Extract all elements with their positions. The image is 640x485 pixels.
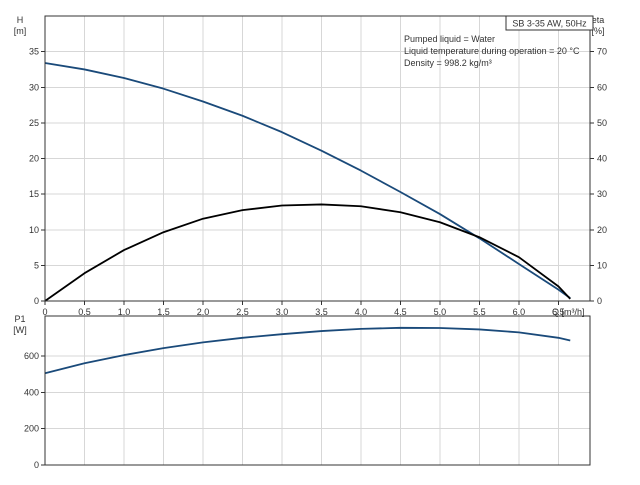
tick-label-q-11: 5.5	[473, 307, 486, 317]
tick-label-h-0: 0	[34, 296, 39, 306]
y-axis-label-h: H	[17, 15, 24, 25]
tick-label-q-6: 3.0	[276, 307, 289, 317]
y-axis-unit-p1: [W]	[13, 325, 27, 335]
tick-label-h-7: 35	[29, 47, 39, 57]
tick-label-h-4: 20	[29, 154, 39, 164]
axis-layer: 0 5 10 15 20 25 30 35 0 10 20 30 40 50 60 70 0 200 400 600 0…	[24, 15, 607, 470]
title-box	[505, 15, 594, 31]
series-efficiency-curve	[44, 203, 571, 302]
tick-label-h-1: 5	[34, 260, 39, 270]
tick-label-eta-0: 0	[597, 296, 602, 306]
annotation-liquid-temperature: Liquid temperature during operation = 20…	[404, 46, 580, 56]
y-axis-unit-h: [m]	[14, 26, 27, 36]
y-axis-label-p1: P1	[14, 314, 25, 324]
tick-label-eta-6: 60	[597, 82, 607, 92]
tick-label-h-3: 15	[29, 189, 39, 199]
series-power-curve	[44, 326, 571, 375]
tick-label-q-3: 1.5	[157, 307, 170, 317]
tick-label-h-5: 25	[29, 118, 39, 128]
annotation-pumped-liquid: Pumped liquid = Water	[404, 34, 495, 44]
tick-label-p1-0: 0	[34, 460, 39, 470]
curve-layer	[44, 62, 571, 375]
y2-axis-unit-eta: [%]	[591, 26, 604, 36]
tick-label-h-2: 10	[29, 225, 39, 235]
tick-label-eta-1: 10	[597, 260, 607, 270]
series-head-curve	[44, 62, 571, 299]
tick-label-q-9: 4.5	[394, 307, 407, 317]
tick-label-q-13: 6.5	[552, 307, 565, 317]
tick-label-p1-2: 400	[24, 387, 39, 397]
tick-label-q-8: 4.0	[355, 307, 368, 317]
plot-frame-bottom	[44, 315, 591, 466]
tick-label-p1-1: 200	[24, 424, 39, 434]
tick-label-q-5: 2.5	[236, 307, 249, 317]
tick-label-q-4: 2.0	[197, 307, 210, 317]
tick-label-q-0: 0	[42, 307, 47, 317]
tick-label-q-10: 5.0	[434, 307, 447, 317]
tick-label-eta-3: 30	[597, 189, 607, 199]
tick-label-q-1: 0.5	[78, 307, 91, 317]
tick-label-p1-3: 600	[24, 351, 39, 361]
tick-label-h-6: 30	[29, 82, 39, 92]
tick-label-q-7: 3.5	[315, 307, 328, 317]
chart-title: SB 3-35 AW, 50Hz	[512, 19, 587, 29]
tick-label-eta-7: 70	[597, 47, 607, 57]
tick-label-eta-4: 40	[597, 154, 607, 164]
grid-layer	[44, 16, 590, 466]
tick-label-q-2: 1.0	[118, 307, 131, 317]
tick-label-q-12: 6.0	[513, 307, 526, 317]
plot-frame-top	[44, 15, 591, 302]
y2-axis-label-eta: eta	[592, 15, 605, 25]
tick-label-eta-2: 20	[597, 225, 607, 235]
annotation-density: Density = 998.2 kg/m³	[404, 58, 492, 68]
tick-label-eta-5: 50	[597, 118, 607, 128]
x-axis-label-q: Q [m³/h]	[552, 307, 585, 317]
